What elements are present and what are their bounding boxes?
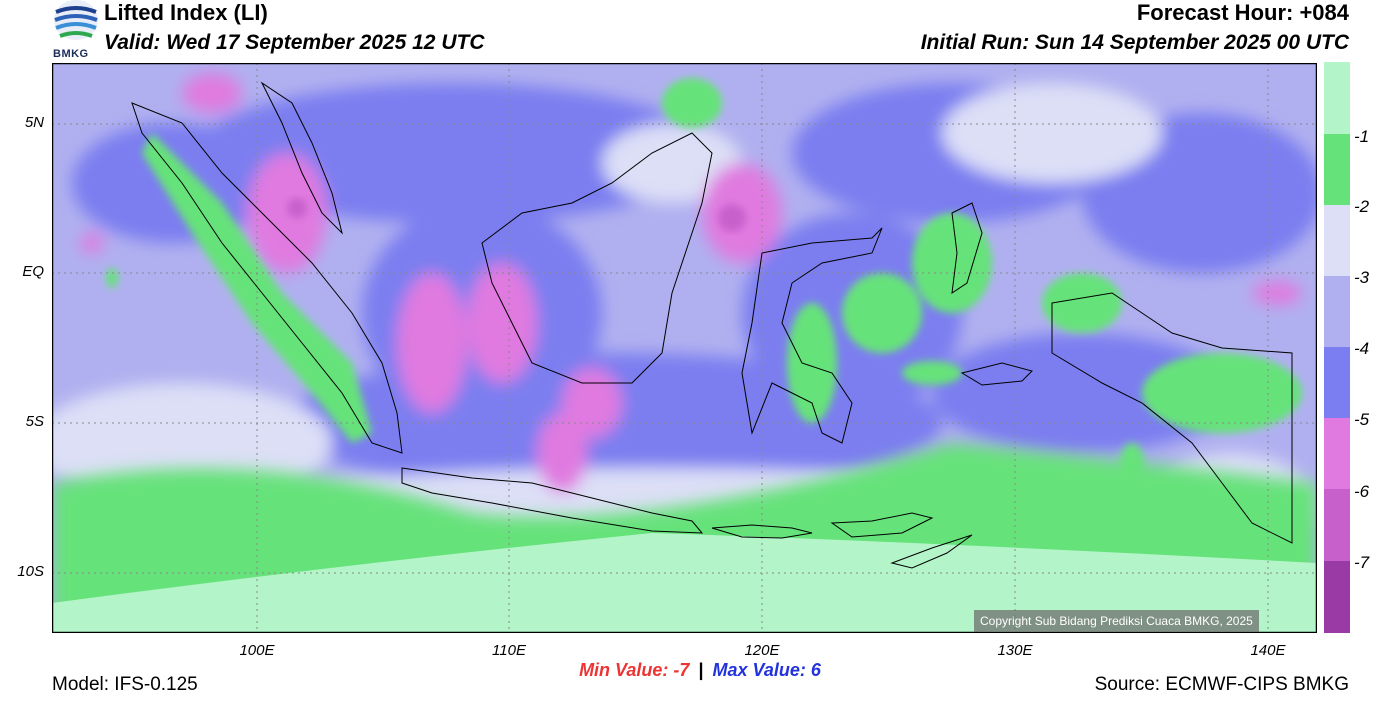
xtick-100e: 100E: [239, 642, 275, 659]
copyright-notice: Copyright Sub Bidang Prediksi Cuaca BMKG…: [974, 610, 1259, 632]
xtick-110e: 110E: [492, 642, 526, 659]
ytick-5s: 5S: [25, 413, 44, 430]
min-label: Min Value:: [579, 660, 669, 680]
cb-label-m6: -6: [1354, 482, 1370, 501]
cb-seg-7: [1324, 561, 1350, 633]
stats-separator: |: [698, 660, 704, 680]
cb-seg-2: [1324, 205, 1350, 276]
cb-label-m7: -7: [1354, 553, 1370, 572]
bmkg-logo: [52, 0, 100, 60]
cb-seg-4: [1324, 347, 1350, 418]
valid-time: Valid: Wed 17 September 2025 12 UTC: [104, 31, 485, 54]
logo-text: BMKG: [53, 48, 89, 60]
ytick-10s: 10S: [17, 563, 44, 580]
xtick-120e: 120E: [744, 642, 780, 659]
cb-seg-1: [1324, 134, 1350, 205]
xtick-140e: 140E: [1250, 642, 1286, 659]
li-map: [52, 63, 1317, 633]
cb-label-m4: -4: [1354, 339, 1370, 358]
cb-label-m5: -5: [1354, 410, 1370, 429]
colorbar: [1324, 62, 1350, 633]
max-label: Max Value:: [712, 660, 806, 680]
ytick-eq: EQ: [22, 263, 44, 280]
model-label: Model: IFS-0.125: [52, 674, 198, 695]
cb-seg-3: [1324, 276, 1350, 347]
forecast-hour: Forecast Hour: +084: [1136, 0, 1349, 25]
map-title: Lifted Index (LI): [104, 0, 268, 25]
xtick-130e: 130E: [997, 642, 1033, 659]
min-value: -7: [673, 660, 690, 680]
cb-seg-6: [1324, 489, 1350, 561]
cb-label-m2: -2: [1354, 197, 1370, 216]
cb-label-m1: -1: [1354, 127, 1370, 146]
cb-seg-0: [1324, 62, 1350, 134]
cb-seg-5: [1324, 418, 1350, 489]
source-label: Source: ECMWF-CIPS BMKG: [1094, 674, 1349, 695]
max-value: 6: [810, 660, 821, 680]
cb-label-m3: -3: [1354, 268, 1370, 287]
min-max-stats: Min Value: -7 | Max Value: 6: [0, 660, 1400, 681]
initial-run: Initial Run: Sun 14 September 2025 00 UT…: [920, 31, 1349, 54]
ytick-5n: 5N: [24, 114, 44, 131]
